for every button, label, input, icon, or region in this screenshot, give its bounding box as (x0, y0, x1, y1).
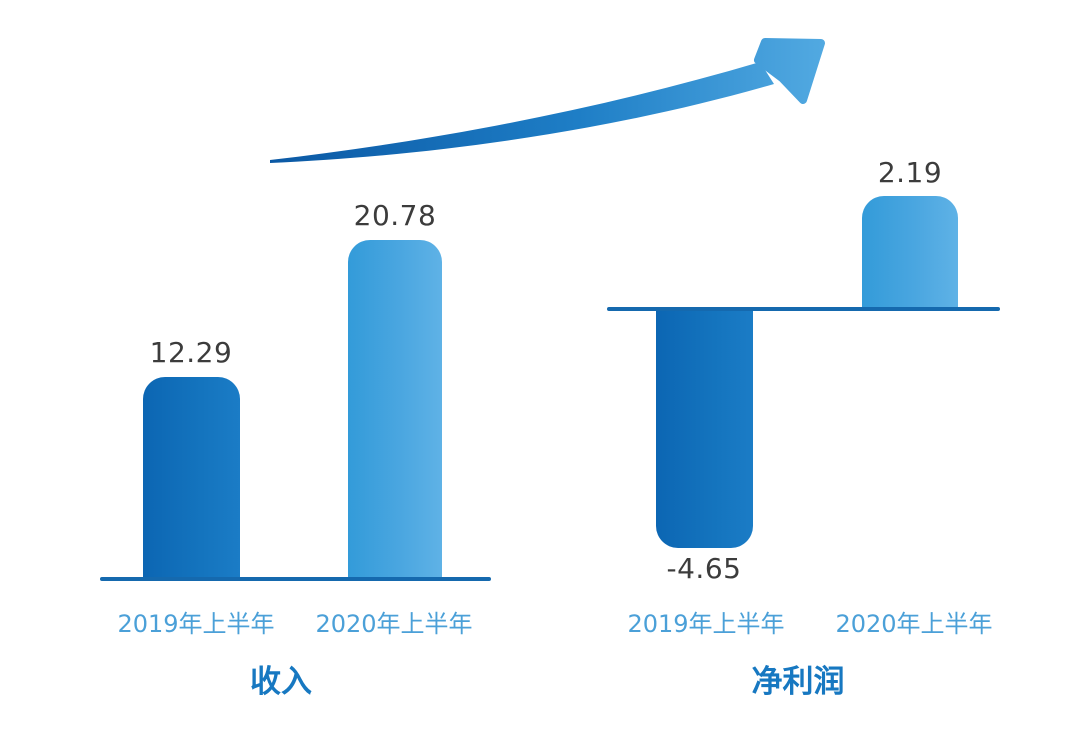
growth-arrow-icon (270, 38, 825, 163)
revenue-category-2020: 2020年上半年 (315, 610, 473, 638)
net-profit-axis-line (607, 307, 1000, 311)
net-profit-chart-title: 净利润 (751, 664, 845, 700)
net-profit-bar-2020 (862, 196, 958, 307)
revenue-axis-line (100, 577, 491, 581)
net-profit-category-2019: 2019年上半年 (627, 610, 785, 638)
net-profit-2019-value: -4.65 (666, 552, 742, 585)
net-profit-category-2020: 2020年上半年 (835, 610, 993, 638)
revenue-bar-2020 (348, 240, 442, 577)
net-profit-2020-value: 2.19 (877, 156, 943, 189)
revenue-bar-2019 (143, 377, 240, 577)
revenue-2019-value: 12.29 (149, 336, 233, 369)
revenue-2020-value: 20.78 (353, 199, 437, 232)
revenue-category-2019: 2019年上半年 (117, 610, 275, 638)
revenue-chart-title: 收入 (250, 664, 312, 700)
net-profit-bar-2019 (656, 311, 753, 548)
